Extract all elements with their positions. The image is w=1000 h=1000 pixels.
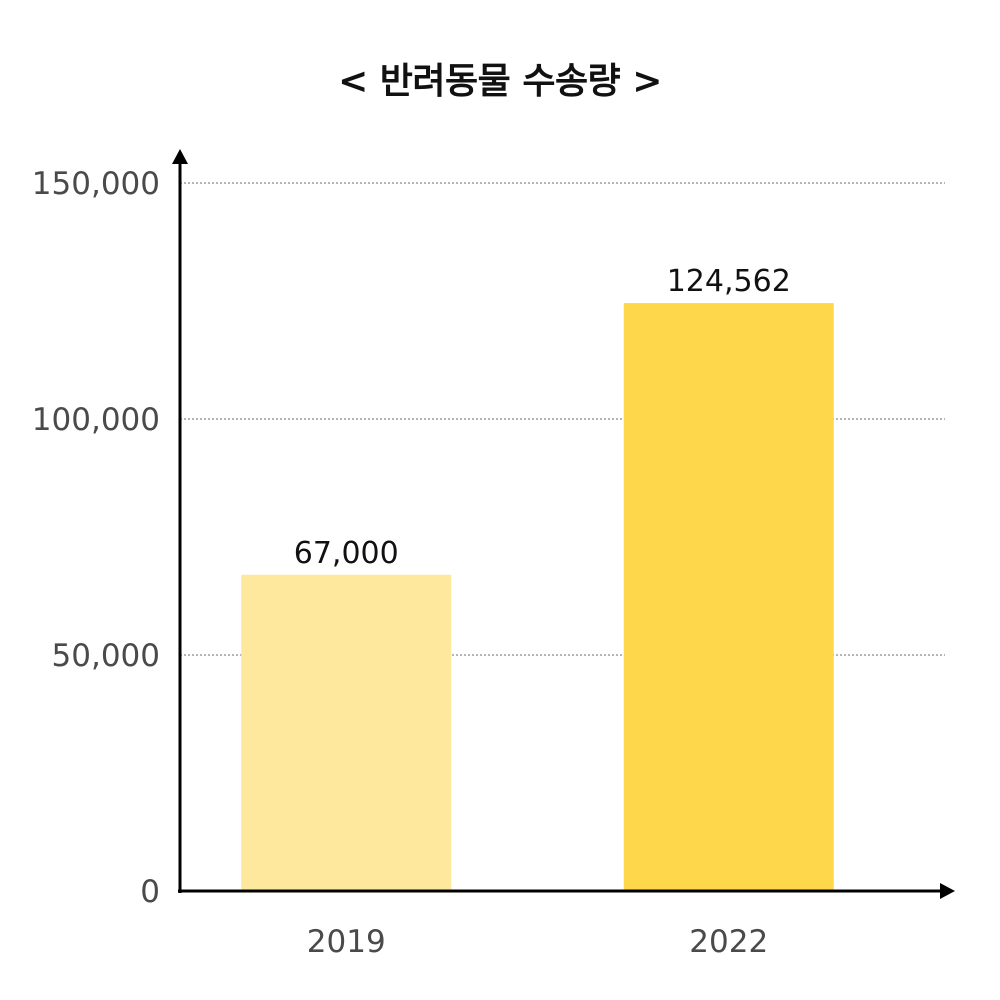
y-tick-label: 150,000 [32,166,160,202]
y-tick-label: 50,000 [52,638,160,674]
x-tick-label: 2022 [689,924,768,960]
bar [623,303,834,891]
axes [172,149,955,899]
chart-title: < 반려동물 수송량 > [338,61,662,102]
bars [241,303,834,891]
data-labels: 67,000 124,562 [294,264,791,571]
x-tick-labels: 2019 2022 [307,924,768,960]
x-tick-label: 2019 [307,924,386,960]
bar [241,574,452,891]
x-axis-arrow-icon [940,883,955,899]
y-tick-label: 100,000 [32,402,160,438]
data-label: 67,000 [294,536,399,571]
y-tick-labels: 0 50,000 100,000 150,000 [32,166,160,910]
y-tick-label: 0 [140,874,160,910]
y-axis-arrow-icon [172,149,188,164]
data-label: 124,562 [667,264,791,299]
